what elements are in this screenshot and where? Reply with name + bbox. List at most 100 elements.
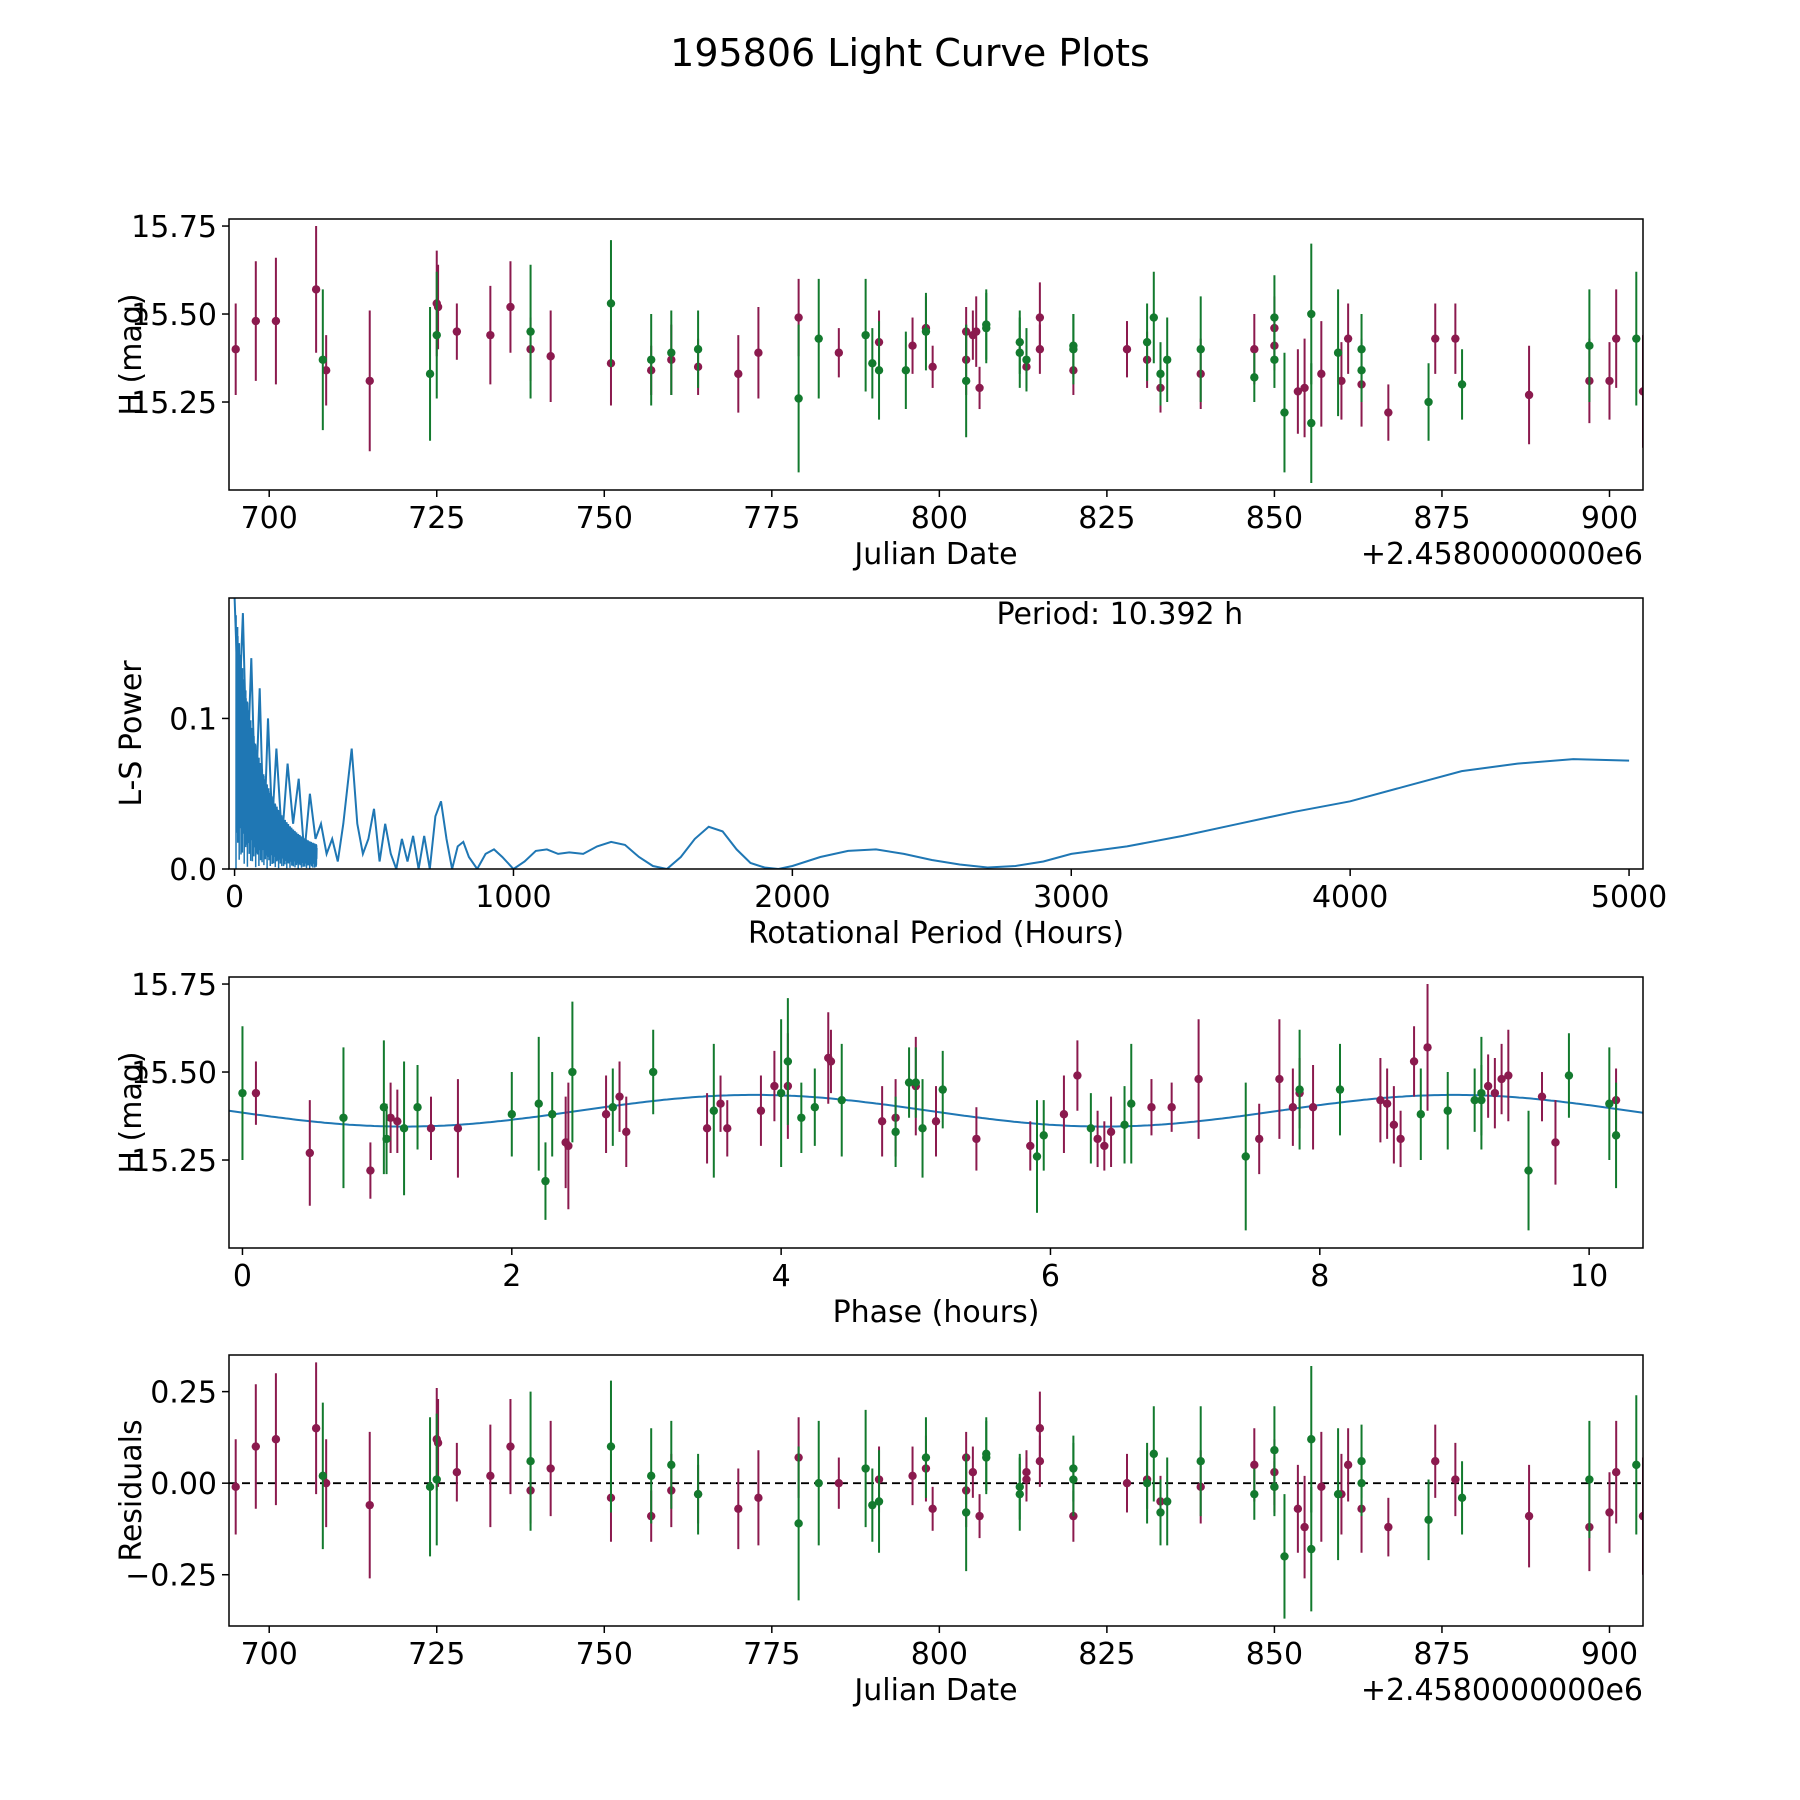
axes-frame (228, 597, 1644, 870)
data-point (1605, 1099, 1614, 1108)
data-point (921, 1453, 931, 1462)
data-point (1162, 1497, 1172, 1506)
data-point (810, 1103, 819, 1112)
data-point (982, 320, 991, 329)
axes-frame (228, 218, 1644, 491)
x-tick-label: 725 (408, 1637, 465, 1672)
data-point (1149, 1449, 1158, 1459)
data-point (754, 348, 763, 357)
data-point (311, 285, 321, 294)
panel-phased: 0 2 4 6 8 10 15.25 15.50 15.75 Phase (hours) H (ma… (114, 968, 1644, 1330)
data-point (1585, 341, 1594, 350)
data-point (1149, 313, 1158, 322)
data-point (921, 327, 931, 336)
data-point (251, 1442, 261, 1451)
data-point (1483, 1081, 1493, 1091)
data-point (861, 330, 870, 340)
data-point (1147, 1103, 1156, 1112)
data-point (975, 383, 984, 393)
data-point (918, 1124, 927, 1133)
x-tick-label: 850 (1246, 501, 1303, 536)
data-point (1524, 1511, 1534, 1521)
data-point (1250, 1489, 1259, 1499)
x-tick-label: 2 (502, 1259, 521, 1294)
data-point (1300, 1522, 1309, 1532)
data-point (1333, 348, 1343, 357)
data-point (834, 1478, 844, 1488)
data-point (1250, 345, 1259, 354)
data-point (1022, 1475, 1031, 1484)
plot-area (233, 598, 1630, 869)
data-point (1035, 1424, 1045, 1433)
data-point (1524, 390, 1534, 400)
data-point (667, 1460, 676, 1470)
x-tick-label: 3000 (1033, 880, 1109, 915)
plot-area (229, 1362, 1643, 1619)
data-point (1194, 1074, 1203, 1084)
data-point (1497, 1074, 1506, 1084)
data-point (1196, 345, 1205, 354)
x-tick-label: 900 (1581, 1637, 1638, 1672)
data-point (1300, 383, 1309, 393)
data-point (1431, 334, 1440, 343)
data-point (318, 1471, 328, 1481)
x-offset-text: +2.4580000000e6 (1361, 1673, 1643, 1708)
data-point (1384, 408, 1393, 417)
data-point (393, 1117, 402, 1126)
data-point (541, 1176, 550, 1186)
data-point (1457, 1493, 1467, 1503)
data-point (568, 1067, 577, 1077)
data-point (1162, 355, 1172, 364)
x-tick-label: 4000 (1312, 880, 1388, 915)
data-point (1357, 1478, 1366, 1488)
data-point (1250, 1460, 1259, 1470)
data-point (709, 1106, 718, 1115)
data-point (814, 1478, 823, 1488)
data-point (1611, 334, 1621, 343)
data-point (606, 1442, 616, 1451)
data-point (931, 1117, 941, 1126)
data-point (1120, 1120, 1129, 1130)
data-point (1537, 1092, 1547, 1101)
data-point (1357, 366, 1366, 375)
x-tick-label: 700 (241, 501, 298, 536)
data-point (1250, 373, 1259, 382)
data-point (615, 1092, 624, 1101)
data-point (1638, 387, 1643, 396)
data-point (1308, 1103, 1318, 1112)
data-point (1333, 1489, 1343, 1499)
data-point (1416, 1110, 1426, 1119)
period-annotation: Period: 10.392 h (996, 597, 1243, 632)
data-point (794, 1519, 803, 1528)
y-tick-label: 0.1 (169, 702, 217, 737)
data-point (1280, 1552, 1289, 1561)
data-point (1307, 1435, 1316, 1444)
data-point (231, 1482, 240, 1492)
data-point (1293, 1504, 1303, 1514)
data-point (1142, 1478, 1152, 1488)
data-point (1409, 1057, 1419, 1066)
data-point (1611, 1131, 1621, 1140)
data-point (1275, 1074, 1284, 1084)
y-tick-label: 15.25 (131, 386, 217, 421)
data-point (1032, 1152, 1042, 1161)
data-point (1069, 1511, 1078, 1521)
periodogram-line (233, 598, 1630, 869)
data-point (972, 1134, 981, 1144)
panel-periodogram: Period: 10.392 h 0 1000 2000 3000 4000 5000 0.0… (114, 597, 1667, 951)
periodogram-dense-line (235, 615, 318, 869)
data-point (961, 1508, 971, 1517)
x-tick-label: 825 (1078, 501, 1135, 536)
data-point (382, 1134, 391, 1144)
y-axis-label: H (mag) (114, 1051, 149, 1173)
data-point (861, 1464, 870, 1473)
data-point (1122, 1478, 1132, 1488)
data-point (1504, 1071, 1513, 1080)
data-point (1337, 376, 1346, 386)
y-tick-label: 0.25 (150, 1376, 217, 1411)
y-tick-label: 15.75 (131, 968, 217, 1003)
x-tick-label: 825 (1078, 1637, 1135, 1672)
data-point (723, 1124, 732, 1133)
data-point (251, 1088, 261, 1098)
